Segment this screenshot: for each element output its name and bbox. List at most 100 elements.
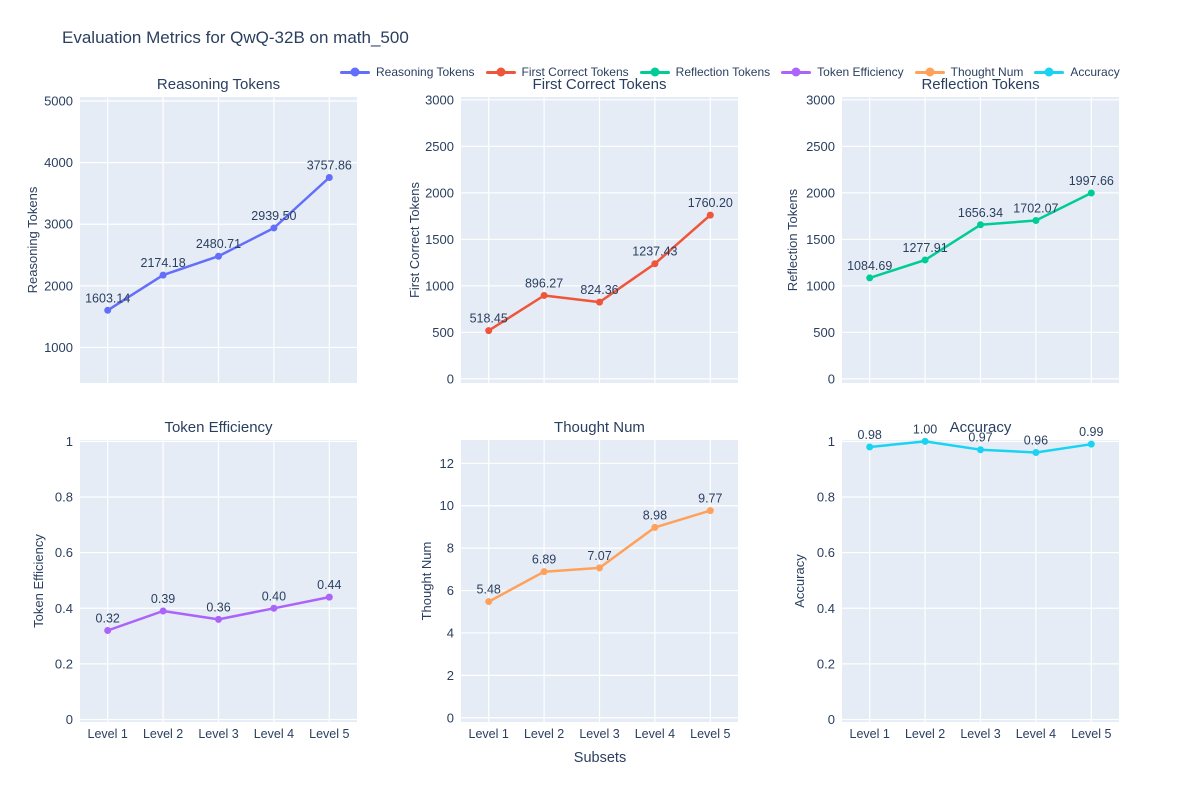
svg-text:Level 5: Level 5 bbox=[1071, 727, 1111, 741]
svg-text:0.8: 0.8 bbox=[817, 490, 835, 505]
legend-item-reflection-tokens[interactable]: Reflection Tokens bbox=[639, 65, 771, 79]
legend-label: Thought Num bbox=[950, 65, 1024, 79]
legend-dot-icon bbox=[496, 67, 506, 77]
svg-text:Level 2: Level 2 bbox=[143, 727, 183, 741]
svg-text:1656.34: 1656.34 bbox=[958, 206, 1003, 220]
svg-text:0.32: 0.32 bbox=[96, 612, 120, 626]
svg-text:8: 8 bbox=[447, 541, 454, 556]
svg-text:Level 1: Level 1 bbox=[850, 727, 890, 741]
svg-text:Level 3: Level 3 bbox=[579, 727, 619, 741]
svg-text:Level 4: Level 4 bbox=[254, 727, 294, 741]
svg-text:1000: 1000 bbox=[44, 340, 73, 355]
svg-text:1500: 1500 bbox=[806, 232, 835, 247]
legend-item-thought-num[interactable]: Thought Num bbox=[914, 65, 1024, 79]
svg-text:2174.18: 2174.18 bbox=[141, 256, 186, 270]
svg-text:0: 0 bbox=[447, 710, 454, 725]
svg-text:6.89: 6.89 bbox=[532, 553, 556, 567]
plot-area-reflection-tokens[interactable]: 0 500 1000 1500 2000 2500 3000 1084.69 1277.91 16… bbox=[762, 67, 1154, 407]
svg-text:2000: 2000 bbox=[806, 185, 835, 200]
svg-text:1: 1 bbox=[828, 434, 835, 449]
x-axis-title: Subsets bbox=[573, 750, 627, 766]
legend-label: Accuracy bbox=[1070, 65, 1120, 79]
svg-text:9.77: 9.77 bbox=[698, 492, 722, 506]
svg-text:Level 5: Level 5 bbox=[309, 727, 349, 741]
subplot-title: Reasoning Tokens bbox=[156, 76, 281, 93]
subplot-title: First Correct Tokens bbox=[532, 76, 667, 93]
svg-text:Level 3: Level 3 bbox=[960, 727, 1000, 741]
svg-text:5000: 5000 bbox=[44, 94, 73, 109]
svg-text:0.6: 0.6 bbox=[55, 545, 73, 560]
plot-area-token-efficiency[interactable]: 0 0.2 0.4 0.6 0.8 1 Level 1 Level 2 Level 3 Level… bbox=[0, 410, 392, 762]
svg-text:1: 1 bbox=[66, 434, 73, 449]
legend-line-marker-icon bbox=[639, 67, 670, 77]
subplot-title: Thought Num bbox=[554, 419, 645, 436]
svg-text:2: 2 bbox=[447, 668, 454, 683]
svg-text:2000: 2000 bbox=[44, 278, 73, 293]
svg-text:0.8: 0.8 bbox=[55, 490, 73, 505]
legend-item-reasoning-tokens[interactable]: Reasoning Tokens bbox=[340, 65, 475, 79]
plot-area-accuracy[interactable]: 0 0.2 0.4 0.6 0.8 1 Level 1 Level 2 Level 3 Level… bbox=[762, 410, 1154, 762]
svg-text:0.6: 0.6 bbox=[817, 545, 835, 560]
svg-text:0: 0 bbox=[828, 712, 835, 727]
svg-text:7.07: 7.07 bbox=[587, 549, 611, 563]
legend-label: Reflection Tokens bbox=[675, 65, 771, 79]
legend-item-token-efficiency[interactable]: Token Efficiency bbox=[781, 65, 904, 79]
svg-text:518.45: 518.45 bbox=[470, 312, 508, 326]
subplot-title: Token Efficiency bbox=[164, 419, 273, 436]
legend-line-marker-icon bbox=[1034, 67, 1065, 77]
svg-text:Level 4: Level 4 bbox=[1016, 727, 1056, 741]
subplot-title: Reflection Tokens bbox=[921, 76, 1040, 93]
plot-area-reasoning-tokens[interactable]: 1000 2000 3000 4000 5000 1603.14 2174.18 2480.7… bbox=[0, 67, 392, 407]
svg-text:824.36: 824.36 bbox=[580, 283, 618, 297]
svg-text:1000: 1000 bbox=[425, 278, 454, 293]
svg-text:3000: 3000 bbox=[44, 217, 73, 232]
legend-item-accuracy[interactable]: Accuracy bbox=[1034, 65, 1120, 79]
subplot-reflection-tokens: 0 500 1000 1500 2000 2500 3000 1084.69 1277.91 16… bbox=[762, 67, 1154, 407]
plot-area-first-correct-tokens[interactable]: 0 500 1000 1500 2000 2500 3000 518.45 896.27 824.… bbox=[381, 67, 773, 407]
subplot-accuracy: 0 0.2 0.4 0.6 0.8 1 Level 1 Level 2 Level 3 Level… bbox=[762, 410, 1154, 762]
svg-text:0.98: 0.98 bbox=[858, 428, 882, 442]
svg-text:1760.20: 1760.20 bbox=[688, 196, 733, 210]
svg-text:2500: 2500 bbox=[806, 139, 835, 154]
subplot-token-efficiency: 0 0.2 0.4 0.6 0.8 1 Level 1 Level 2 Level 3 Level… bbox=[0, 410, 392, 762]
y-axis-title: Token Efficiency bbox=[31, 534, 46, 628]
svg-text:0.97: 0.97 bbox=[968, 431, 992, 445]
svg-text:Level 2: Level 2 bbox=[905, 727, 945, 741]
svg-text:Level 1: Level 1 bbox=[88, 727, 128, 741]
svg-text:1084.69: 1084.69 bbox=[847, 259, 892, 273]
svg-text:6: 6 bbox=[447, 583, 454, 598]
svg-text:1.00: 1.00 bbox=[913, 422, 937, 436]
y-axis-title: Reflection Tokens bbox=[785, 188, 800, 292]
svg-text:0: 0 bbox=[66, 712, 73, 727]
svg-text:Level 1: Level 1 bbox=[469, 727, 509, 741]
legend-dot-icon bbox=[1044, 67, 1054, 77]
legend-dot-icon bbox=[650, 67, 660, 77]
legend-line-marker-icon bbox=[485, 67, 516, 77]
svg-text:10: 10 bbox=[440, 498, 454, 513]
svg-text:1500: 1500 bbox=[425, 232, 454, 247]
legend-dot-icon bbox=[925, 67, 935, 77]
svg-text:Level 4: Level 4 bbox=[635, 727, 675, 741]
svg-text:0.36: 0.36 bbox=[206, 600, 230, 614]
svg-text:0.44: 0.44 bbox=[317, 578, 341, 592]
svg-text:0.39: 0.39 bbox=[151, 592, 175, 606]
svg-text:4000: 4000 bbox=[44, 155, 73, 170]
svg-text:12: 12 bbox=[440, 456, 454, 471]
legend: Reasoning Tokens First Correct Tokens Re… bbox=[340, 65, 1130, 79]
legend-label: Token Efficiency bbox=[817, 65, 904, 79]
svg-text:0: 0 bbox=[828, 371, 835, 386]
plot-area-thought-num[interactable]: 0 2 4 6 8 10 12 Level 1 Level 2 Level 3 Level 4 Lev… bbox=[381, 410, 773, 762]
svg-text:1277.91: 1277.91 bbox=[903, 241, 948, 255]
svg-text:2500: 2500 bbox=[425, 139, 454, 154]
svg-text:2000: 2000 bbox=[425, 185, 454, 200]
svg-text:3000: 3000 bbox=[806, 92, 835, 107]
svg-text:0.40: 0.40 bbox=[262, 589, 286, 603]
legend-line-marker-icon bbox=[914, 67, 945, 77]
svg-text:Level 3: Level 3 bbox=[198, 727, 238, 741]
legend-item-first-correct-tokens[interactable]: First Correct Tokens bbox=[485, 65, 629, 79]
svg-text:3000: 3000 bbox=[425, 92, 454, 107]
svg-text:3757.86: 3757.86 bbox=[307, 159, 352, 173]
legend-label: First Correct Tokens bbox=[521, 65, 629, 79]
y-axis-title: Reasoning Tokens bbox=[25, 186, 40, 294]
